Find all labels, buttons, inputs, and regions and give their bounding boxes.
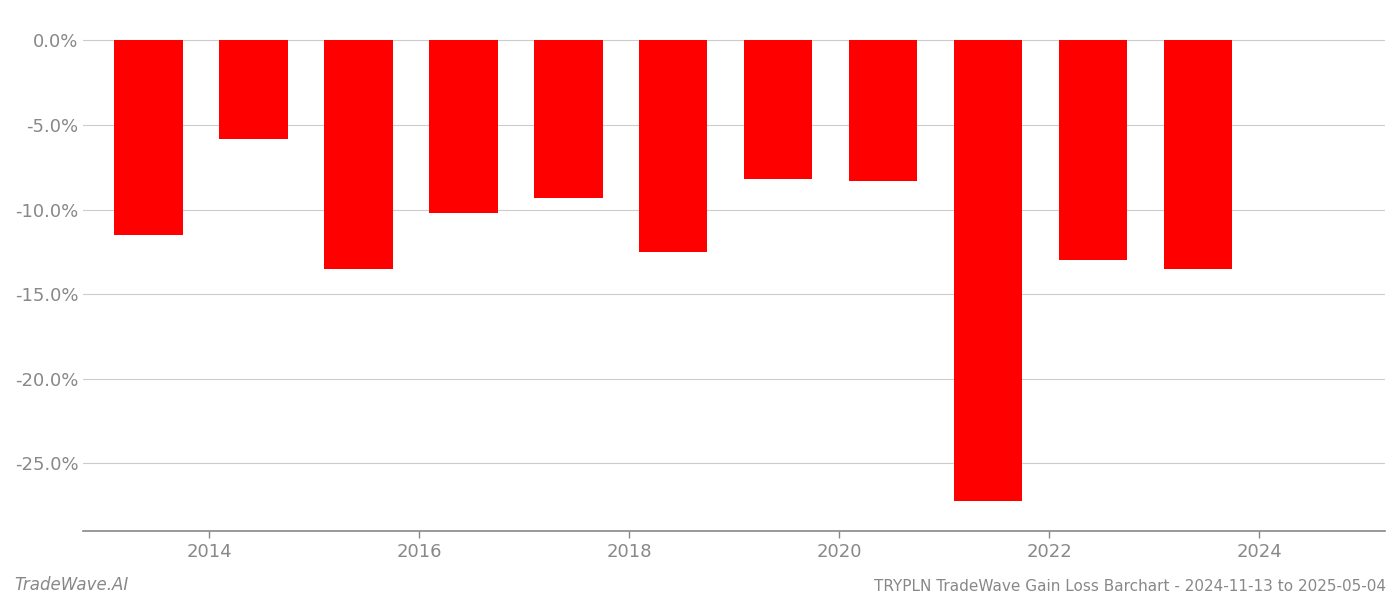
- Bar: [640, 40, 707, 252]
- Bar: [325, 40, 392, 269]
- Bar: [955, 40, 1022, 501]
- Bar: [1058, 40, 1127, 260]
- Bar: [745, 40, 812, 179]
- Text: TRYPLN TradeWave Gain Loss Barchart - 2024-11-13 to 2025-05-04: TRYPLN TradeWave Gain Loss Barchart - 20…: [874, 579, 1386, 594]
- Text: TradeWave.AI: TradeWave.AI: [14, 576, 129, 594]
- Bar: [115, 40, 182, 235]
- Bar: [220, 40, 287, 139]
- Bar: [850, 40, 917, 181]
- Bar: [430, 40, 497, 213]
- Bar: [535, 40, 602, 198]
- Bar: [1163, 40, 1232, 269]
